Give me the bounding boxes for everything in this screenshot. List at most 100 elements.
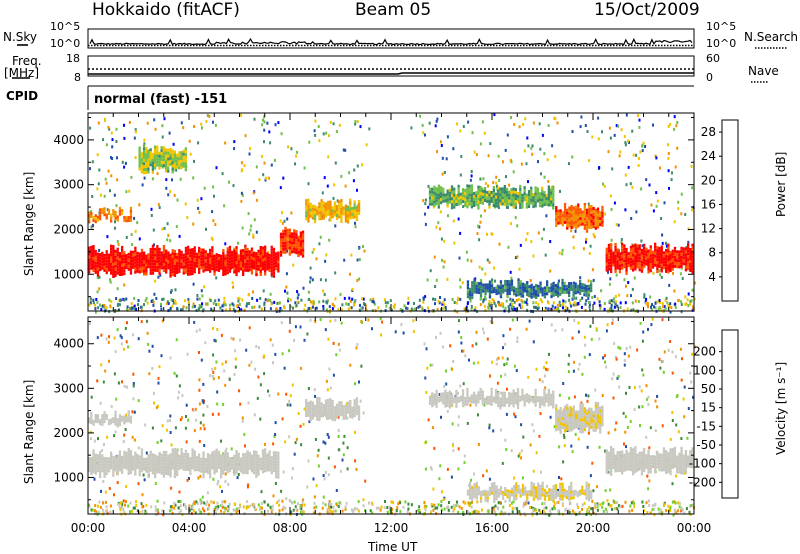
data-cell bbox=[132, 253, 135, 257]
ground-cell bbox=[612, 297, 615, 301]
data-cell bbox=[140, 170, 143, 174]
scatter-cell bbox=[161, 227, 164, 231]
scatter-cell bbox=[212, 370, 215, 374]
data-cell bbox=[145, 150, 148, 153]
ground-cell bbox=[441, 302, 444, 306]
scatter-cell bbox=[510, 276, 513, 280]
scatter-cell bbox=[487, 154, 490, 158]
data-cell bbox=[590, 289, 593, 293]
data-cell bbox=[490, 287, 494, 291]
scatter-cell bbox=[304, 303, 307, 307]
data-cell bbox=[442, 190, 445, 194]
data-cell bbox=[187, 266, 190, 270]
data-cell bbox=[457, 187, 460, 191]
data-cell bbox=[282, 232, 285, 236]
ground-cell bbox=[170, 508, 173, 511]
scatter-cell bbox=[198, 388, 201, 392]
ground-cell bbox=[135, 504, 138, 507]
data-cell bbox=[583, 211, 586, 215]
data-cell bbox=[114, 213, 117, 217]
scatter-cell bbox=[577, 367, 580, 371]
data-cell bbox=[331, 206, 334, 210]
ground-cell bbox=[140, 305, 143, 309]
data-cell bbox=[344, 207, 348, 211]
scatter-cell bbox=[294, 441, 297, 445]
scatter-cell bbox=[586, 130, 589, 133]
data-cell bbox=[255, 273, 258, 277]
scatter-cell bbox=[89, 437, 92, 440]
data-cell bbox=[574, 288, 577, 292]
ground-cell bbox=[442, 306, 445, 310]
scatter-cell bbox=[667, 125, 670, 128]
data-cell bbox=[90, 457, 93, 460]
ground-cell bbox=[419, 511, 422, 515]
data-cell bbox=[268, 268, 271, 272]
data-cell bbox=[669, 251, 672, 254]
scatter-cell bbox=[642, 373, 645, 377]
data-cell bbox=[127, 255, 130, 259]
scatter-cell bbox=[163, 226, 166, 230]
scatter-cell bbox=[307, 182, 310, 186]
ground-cell bbox=[261, 506, 263, 510]
data-cell bbox=[322, 216, 326, 220]
data-cell bbox=[590, 225, 593, 229]
scatter-cell bbox=[313, 129, 316, 133]
data-cell bbox=[160, 263, 163, 267]
data-cell bbox=[149, 262, 152, 266]
data-cell bbox=[535, 290, 538, 293]
data-cell bbox=[481, 195, 484, 199]
scatter-cell bbox=[520, 423, 523, 427]
data-cell bbox=[116, 253, 119, 257]
data-cell bbox=[643, 246, 646, 250]
scatter-cell bbox=[274, 482, 277, 485]
scatter-cell bbox=[215, 511, 218, 515]
data-cell bbox=[320, 205, 323, 209]
scatter-cell bbox=[360, 364, 363, 368]
data-cell bbox=[656, 255, 659, 259]
ground-cell bbox=[384, 301, 387, 304]
ground-cell bbox=[321, 506, 324, 510]
scatter-cell bbox=[649, 295, 652, 299]
data-cell bbox=[92, 245, 95, 248]
data-cell bbox=[284, 226, 287, 230]
data-cell bbox=[158, 262, 161, 266]
scatter-cell bbox=[192, 176, 195, 180]
scatter-cell bbox=[281, 352, 284, 356]
data-cell bbox=[528, 291, 531, 295]
data-cell bbox=[114, 267, 117, 271]
data-cell bbox=[346, 208, 350, 212]
scatter-cell bbox=[289, 403, 292, 407]
scatter-cell bbox=[178, 384, 181, 388]
data-cell bbox=[209, 251, 212, 255]
data-cell bbox=[94, 270, 97, 274]
data-cell bbox=[618, 267, 622, 271]
scatter-cell bbox=[652, 271, 655, 275]
ground-cell bbox=[130, 302, 133, 306]
scatter-cell bbox=[603, 184, 606, 188]
data-cell bbox=[506, 286, 509, 289]
data-cell bbox=[311, 216, 315, 220]
data-cell bbox=[583, 217, 586, 221]
data-cell bbox=[284, 250, 287, 254]
scatter-cell bbox=[178, 490, 181, 494]
data-cell bbox=[248, 265, 251, 269]
ground-cell bbox=[171, 299, 174, 302]
data-cell bbox=[538, 201, 542, 205]
data-cell bbox=[293, 238, 296, 242]
scatter-cell bbox=[327, 435, 330, 439]
data-cell bbox=[519, 286, 522, 290]
scatter-cell bbox=[234, 349, 237, 353]
scatter-cell bbox=[198, 439, 201, 443]
data-cell bbox=[510, 188, 513, 192]
ground-cell bbox=[188, 302, 190, 306]
ground-cell bbox=[328, 507, 331, 511]
data-cell bbox=[180, 253, 183, 257]
scatter-cell bbox=[427, 205, 430, 209]
data-cell bbox=[568, 285, 571, 289]
scatter-cell bbox=[633, 386, 636, 390]
data-cell bbox=[667, 246, 670, 250]
data-cell bbox=[530, 295, 533, 299]
scatter-cell bbox=[609, 194, 612, 198]
data-cell bbox=[450, 191, 454, 195]
scatter-cell bbox=[683, 471, 686, 475]
